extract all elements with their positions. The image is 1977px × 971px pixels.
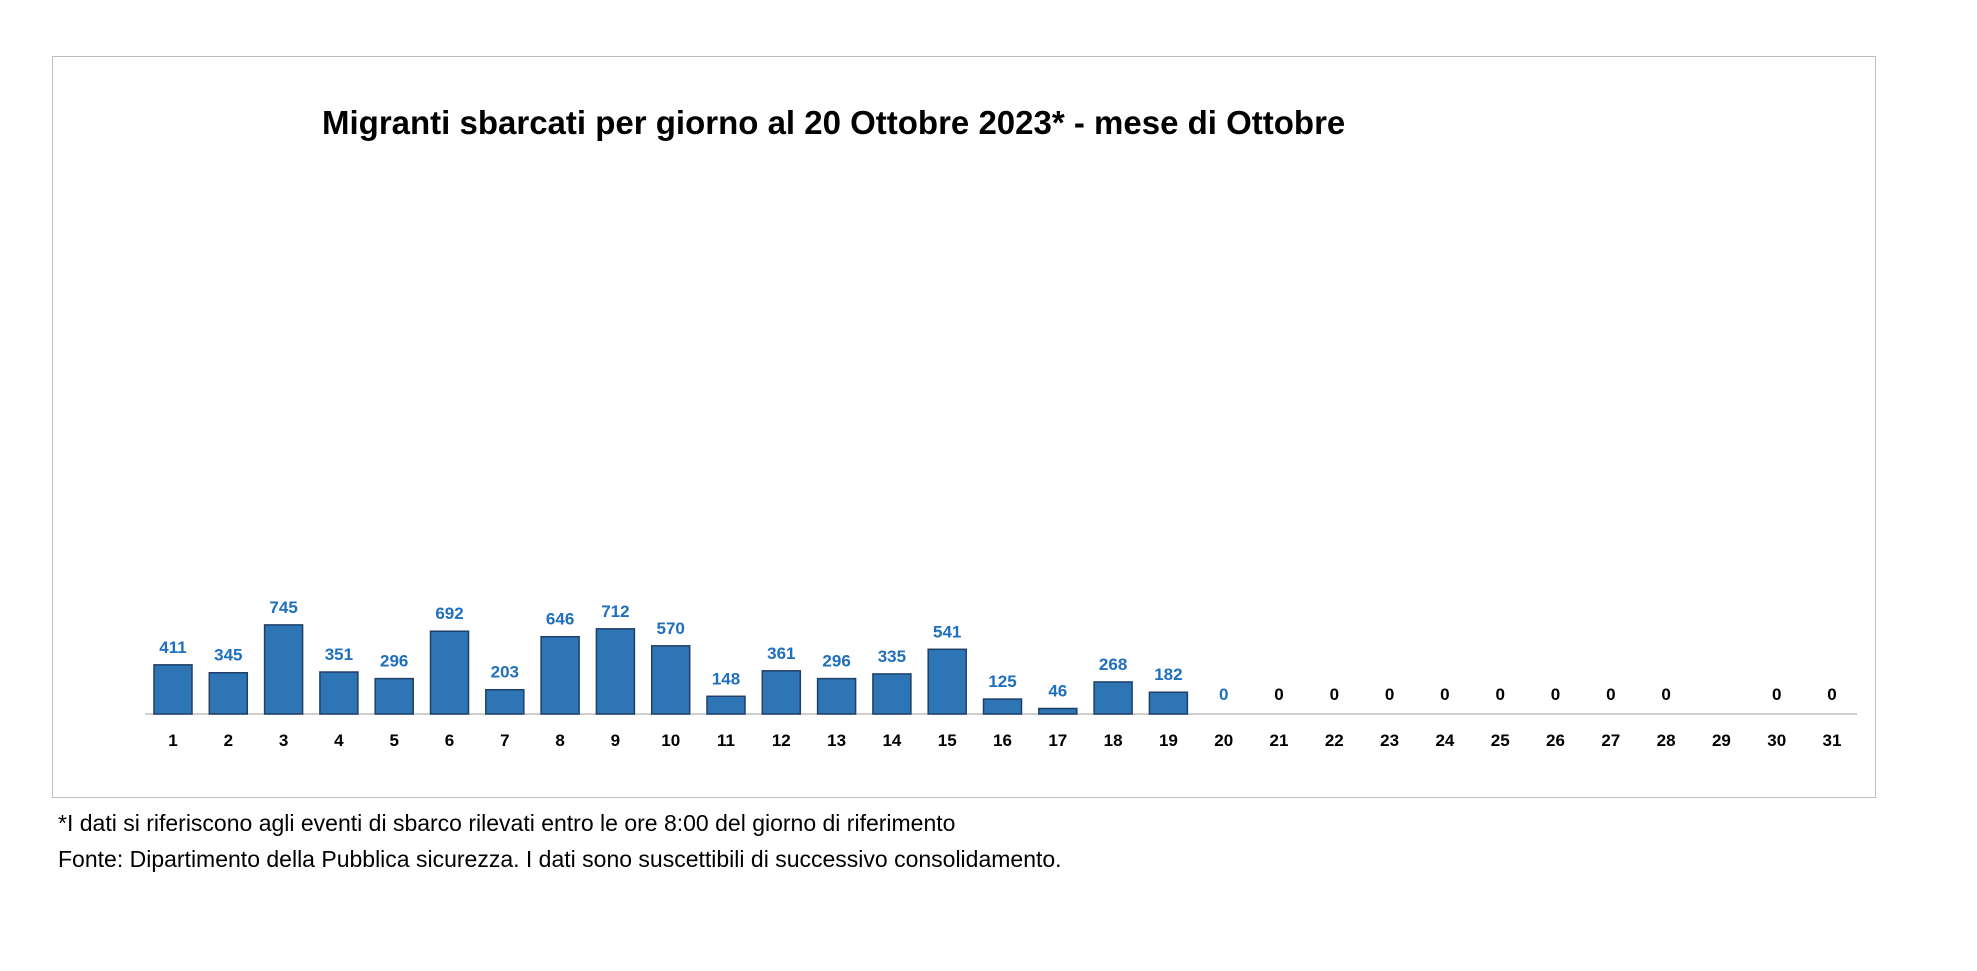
data-label-26: 0	[1551, 685, 1560, 704]
x-tick-label-6: 6	[445, 731, 454, 750]
x-tick-label-1: 1	[168, 731, 177, 750]
x-tick-label-13: 13	[827, 731, 846, 750]
x-tick-label-24: 24	[1435, 731, 1454, 750]
data-label-12: 361	[767, 644, 795, 663]
data-label-30: 0	[1772, 685, 1781, 704]
x-tick-label-21: 21	[1270, 731, 1289, 750]
x-tick-label-31: 31	[1823, 731, 1842, 750]
x-tick-label-17: 17	[1048, 731, 1067, 750]
data-label-22: 0	[1330, 685, 1339, 704]
data-label-20: 0	[1219, 685, 1228, 704]
data-label-4: 351	[325, 645, 353, 664]
data-label-9: 712	[601, 602, 629, 621]
bar-1	[153, 664, 193, 715]
bar-7	[485, 688, 525, 715]
bar-3	[263, 624, 304, 715]
x-tick-label-27: 27	[1601, 731, 1620, 750]
x-tick-label-12: 12	[772, 731, 791, 750]
data-label-21: 0	[1274, 685, 1283, 704]
x-tick-label-10: 10	[661, 731, 680, 750]
bar-14	[872, 673, 912, 715]
x-tick-label-22: 22	[1325, 731, 1344, 750]
bar-11	[706, 695, 746, 715]
data-label-1: 411	[159, 638, 186, 657]
footnote: *I dati si riferiscono agli eventi di sb…	[58, 810, 956, 836]
x-tick-label-4: 4	[334, 731, 344, 750]
data-label-13: 296	[822, 652, 850, 671]
data-label-17: 46	[1048, 681, 1067, 700]
bar-19	[1148, 691, 1189, 715]
data-label-31: 0	[1827, 685, 1836, 704]
x-tick-label-3: 3	[279, 731, 288, 750]
bar-15	[927, 648, 967, 715]
x-tick-label-26: 26	[1546, 731, 1565, 750]
x-tick-label-16: 16	[993, 731, 1012, 750]
bar-16	[982, 698, 1023, 715]
data-label-16: 125	[988, 672, 1016, 691]
data-label-8: 646	[546, 610, 574, 629]
data-label-25: 0	[1495, 685, 1504, 704]
x-tick-label-25: 25	[1491, 731, 1510, 750]
data-label-14: 335	[878, 647, 906, 666]
bar-2	[208, 671, 249, 715]
data-label-6: 692	[435, 604, 463, 623]
bar-4	[319, 671, 359, 715]
data-label-11: 148	[712, 669, 740, 688]
source-note: Fonte: Dipartimento della Pubblica sicur…	[58, 846, 1062, 872]
x-tick-label-14: 14	[882, 731, 901, 750]
bar-17	[1038, 707, 1078, 715]
chart-title: Migranti sbarcati per giorno al 20 Ottob…	[322, 104, 1346, 141]
x-tick-label-23: 23	[1380, 731, 1399, 750]
data-label-3: 745	[269, 598, 297, 617]
data-label-10: 570	[657, 619, 685, 638]
bar-8	[540, 635, 580, 715]
bar-chart: 4111345274533514296569262037646871295701…	[145, 598, 1857, 750]
x-tick-label-19: 19	[1159, 731, 1178, 750]
data-label-24: 0	[1440, 685, 1449, 704]
bar-18	[1093, 681, 1133, 715]
x-tick-label-7: 7	[500, 731, 509, 750]
x-tick-label-15: 15	[938, 731, 957, 750]
bar-10	[650, 645, 691, 715]
x-tick-label-5: 5	[389, 731, 398, 750]
data-label-27: 0	[1606, 685, 1615, 704]
x-tick-label-29: 29	[1712, 731, 1731, 750]
data-label-15: 541	[933, 622, 961, 641]
x-tick-label-9: 9	[611, 731, 620, 750]
data-label-23: 0	[1385, 685, 1394, 704]
x-tick-label-18: 18	[1104, 731, 1123, 750]
data-label-18: 268	[1099, 655, 1127, 674]
bar-6	[429, 630, 470, 715]
bar-5	[374, 677, 414, 715]
data-label-2: 345	[214, 646, 242, 665]
x-tick-label-30: 30	[1767, 731, 1786, 750]
x-tick-label-11: 11	[717, 731, 735, 750]
x-tick-label-20: 20	[1214, 731, 1233, 750]
x-tick-label-28: 28	[1657, 731, 1676, 750]
bar-13	[816, 677, 857, 715]
x-tick-label-2: 2	[224, 731, 233, 750]
bar-12	[761, 670, 802, 715]
bar-9	[595, 628, 636, 715]
x-tick-label-8: 8	[555, 731, 564, 750]
data-label-28: 0	[1661, 685, 1670, 704]
data-label-5: 296	[380, 652, 408, 671]
data-label-19: 182	[1154, 665, 1182, 684]
data-label-7: 203	[491, 663, 519, 682]
